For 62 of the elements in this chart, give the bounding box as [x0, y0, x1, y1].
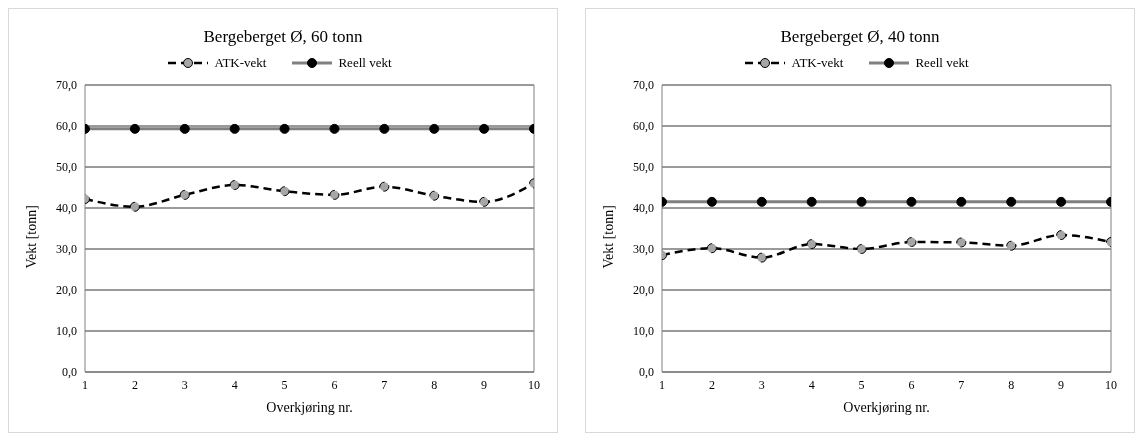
x-tick-label: 7: [958, 377, 965, 392]
y-tick-label: 20,0: [633, 283, 654, 298]
x-axis-title: Overkjøring nr.: [843, 400, 930, 415]
x-tick-label: 1: [659, 377, 665, 392]
x-tick-label: 6: [908, 377, 915, 392]
x-tick-label: 4: [808, 377, 815, 392]
point: [179, 189, 190, 200]
y-tick-label: 40,0: [633, 201, 654, 216]
y-tick-label: 10,0: [56, 324, 77, 339]
y-tick-label: 60,0: [56, 119, 77, 134]
point: [756, 252, 767, 263]
y-tick-label: 50,0: [633, 160, 654, 175]
point: [129, 201, 140, 212]
y-tick-label: 0,0: [62, 365, 77, 380]
x-axis-title: Overkjøring nr.: [266, 400, 353, 415]
point: [956, 237, 967, 248]
x-tick-label: 8: [1008, 377, 1015, 392]
x-tick-label: 2: [708, 377, 715, 392]
point: [429, 190, 440, 201]
point: [706, 243, 717, 254]
point: [1006, 240, 1017, 251]
y-tick-label: 50,0: [56, 160, 77, 175]
x-tick-label: 9: [1058, 377, 1065, 392]
y-tick-label: 10,0: [633, 324, 654, 339]
y-tick-label: 0,0: [639, 365, 654, 380]
point: [479, 196, 490, 207]
x-tick-label: 5: [281, 377, 288, 392]
x-tick-label: 10: [528, 377, 540, 392]
x-tick-label: 8: [431, 377, 438, 392]
point: [229, 180, 240, 191]
point: [379, 181, 390, 192]
chart-title: Bergeberget Ø, 40 tonn: [779, 27, 941, 48]
point: [1056, 230, 1067, 241]
chart-title: Bergeberget Ø, 60 tonn: [202, 27, 364, 48]
x-tick-label: 5: [858, 377, 865, 392]
x-tick-label: 10: [1105, 377, 1117, 392]
y-tick-label: 40,0: [56, 201, 77, 216]
x-tick-label: 9: [481, 377, 488, 392]
x-tick-label: 3: [181, 377, 188, 392]
legend-label: ATK-vekt: [790, 55, 844, 71]
y-axis-title: Vekt [tonn]: [600, 205, 616, 269]
y-tick-label: 70,0: [56, 78, 77, 93]
x-tick-label: 7: [381, 377, 388, 392]
point: [806, 239, 817, 250]
x-tick-label: 4: [231, 377, 238, 392]
y-tick-label: 30,0: [56, 242, 77, 257]
legend-label: Reell vekt: [337, 55, 392, 71]
legend-label: ATK-vekt: [213, 55, 267, 71]
y-axis-title: Vekt [tonn]: [23, 205, 39, 269]
point: [329, 189, 340, 200]
y-tick-label: 60,0: [633, 119, 654, 134]
y-tick-label: 20,0: [56, 283, 77, 298]
point: [906, 237, 917, 248]
x-tick-label: 6: [331, 377, 338, 392]
x-tick-label: 2: [131, 377, 138, 392]
y-tick-label: 30,0: [633, 242, 654, 257]
x-tick-label: 3: [758, 377, 765, 392]
point: [279, 186, 290, 197]
legend-label: Reell vekt: [914, 55, 969, 71]
x-tick-label: 1: [82, 377, 88, 392]
y-tick-label: 70,0: [633, 78, 654, 93]
point: [856, 244, 867, 254]
